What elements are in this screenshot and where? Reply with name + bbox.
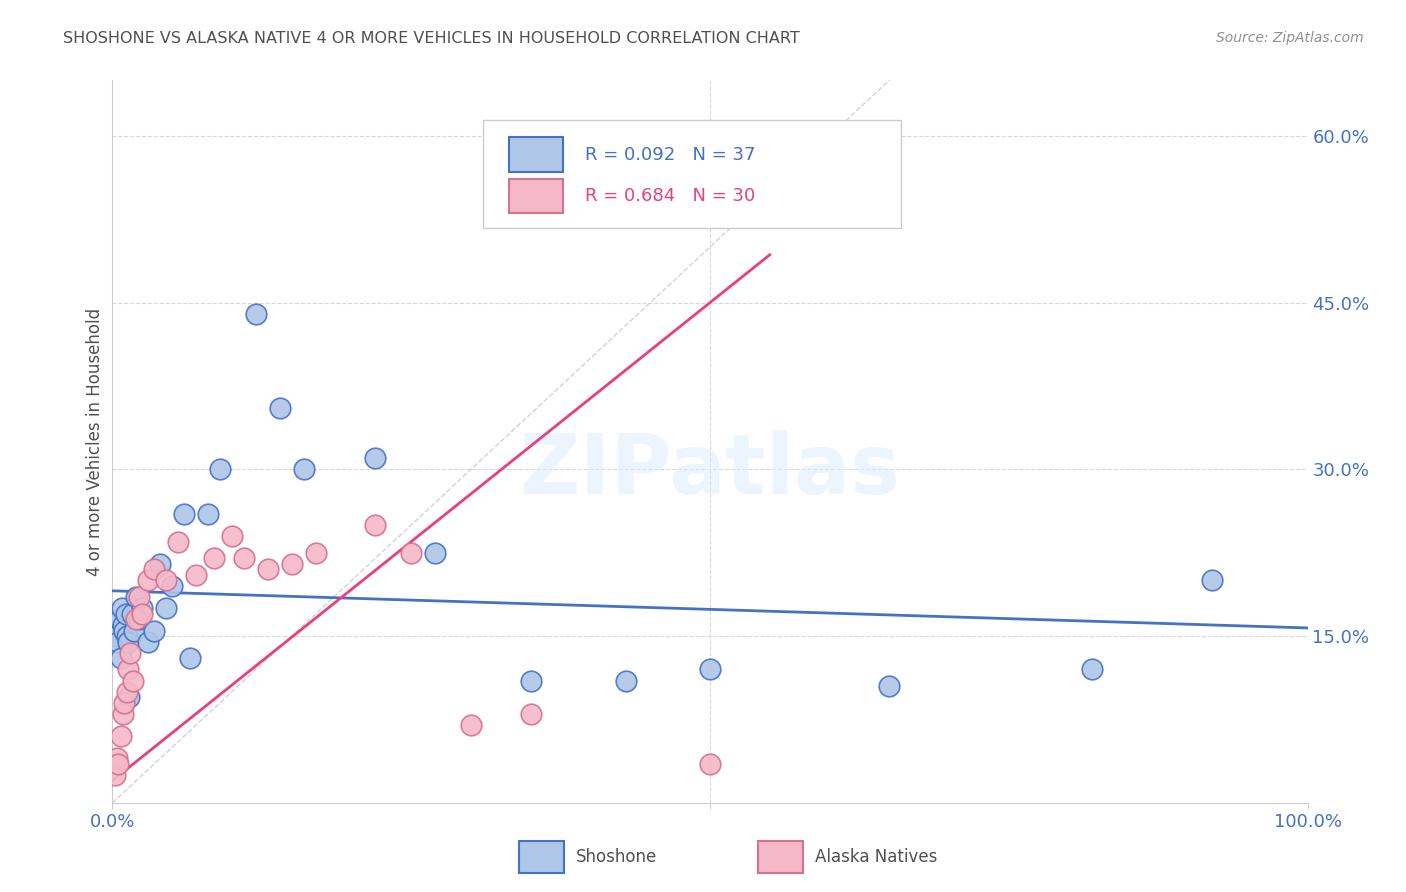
Text: Alaska Natives: Alaska Natives (815, 848, 938, 866)
Point (155, 601, 177, 615)
Point (110, 729, 132, 743)
Point (699, 662, 721, 676)
Point (292, 462, 315, 476)
Point (108, 612, 131, 626)
Point (269, 401, 291, 416)
Point (305, 546, 328, 560)
Point (131, 607, 153, 621)
Point (114, 607, 136, 621)
Point (114, 696, 135, 710)
Point (1081, 662, 1104, 676)
Point (179, 651, 201, 665)
Point (115, 684, 138, 698)
Point (167, 534, 190, 549)
Point (364, 451, 387, 466)
Point (401, 546, 423, 560)
Point (603, 173, 626, 187)
Text: Source: ZipAtlas.com: Source: ZipAtlas.com (1216, 31, 1364, 45)
Point (122, 624, 145, 638)
Point (138, 574, 160, 588)
Point (110, 651, 132, 665)
Point (233, 551, 256, 566)
Point (149, 557, 172, 571)
Point (107, 634, 129, 648)
Point (125, 612, 148, 626)
Point (202, 551, 225, 566)
Text: Shoshone: Shoshone (576, 848, 658, 866)
Point (112, 706, 135, 721)
Point (162, 579, 183, 593)
Point (138, 634, 160, 648)
Point (281, 557, 304, 571)
Point (364, 517, 387, 532)
Point (257, 562, 280, 576)
Point (104, 768, 127, 782)
Point (107, 756, 129, 771)
Point (699, 756, 721, 771)
Point (245, 307, 267, 321)
Point (173, 507, 195, 521)
Point (114, 624, 135, 638)
Point (105, 629, 128, 643)
Point (128, 612, 150, 626)
Point (197, 507, 219, 521)
Point (128, 590, 150, 604)
Text: R = 0.684   N = 30: R = 0.684 N = 30 (585, 187, 755, 205)
Text: R = 0.092   N = 37: R = 0.092 N = 37 (585, 145, 755, 164)
Point (115, 629, 138, 643)
Point (1201, 574, 1223, 588)
Text: SHOSHONE VS ALASKA NATIVE 4 OR MORE VEHICLES IN HOUSEHOLD CORRELATION CHART: SHOSHONE VS ALASKA NATIVE 4 OR MORE VEHI… (63, 31, 800, 46)
Point (221, 529, 243, 543)
FancyBboxPatch shape (509, 137, 562, 172)
Point (120, 646, 142, 660)
FancyBboxPatch shape (519, 841, 564, 873)
Point (105, 751, 128, 765)
Point (117, 634, 139, 648)
FancyBboxPatch shape (484, 120, 901, 228)
Point (155, 574, 177, 588)
Point (131, 601, 153, 615)
Point (117, 662, 139, 676)
Point (125, 590, 148, 604)
Point (121, 607, 143, 621)
Point (143, 624, 166, 638)
Point (209, 462, 232, 476)
Point (520, 706, 543, 721)
Point (112, 618, 135, 632)
Point (111, 601, 134, 615)
Point (616, 673, 638, 688)
Text: ZIPatlas: ZIPatlas (520, 430, 900, 511)
Point (118, 690, 141, 705)
Y-axis label: 4 or more Vehicles in Household: 4 or more Vehicles in Household (86, 308, 104, 575)
Point (186, 568, 208, 582)
Point (879, 679, 901, 693)
Point (520, 673, 543, 688)
Point (143, 562, 166, 576)
FancyBboxPatch shape (758, 841, 803, 873)
FancyBboxPatch shape (509, 178, 562, 213)
Point (460, 718, 482, 732)
Point (425, 546, 447, 560)
Point (105, 618, 128, 632)
Point (121, 673, 143, 688)
